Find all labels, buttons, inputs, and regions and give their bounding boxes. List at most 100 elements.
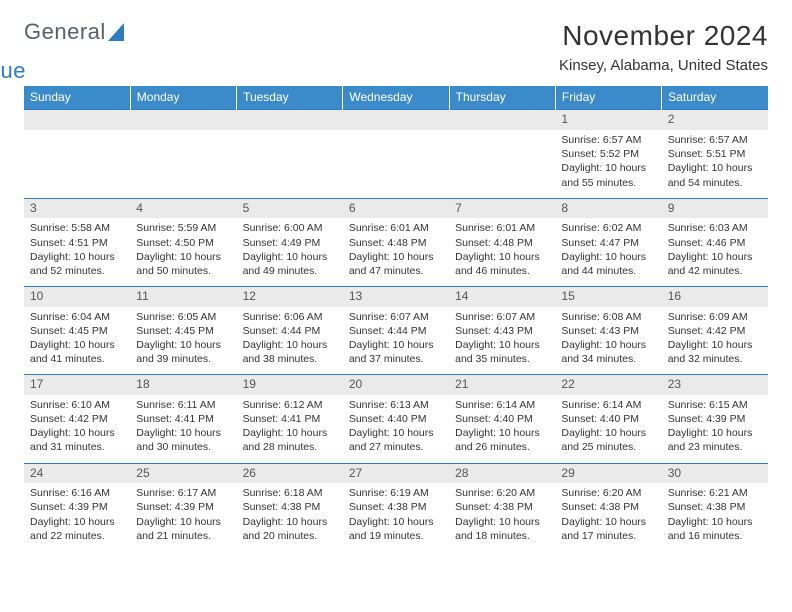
day-number: 25 [130,464,236,484]
sunset-line: Sunset: 4:47 PM [561,236,655,250]
weekday-header: Tuesday [237,86,343,110]
day-number: 16 [662,287,768,307]
day-body: Sunrise: 6:14 AMSunset: 4:40 PMDaylight:… [555,395,661,463]
daylight-line: Daylight: 10 hours and 25 minutes. [561,426,655,454]
day-body: Sunrise: 6:57 AMSunset: 5:51 PMDaylight:… [662,130,768,198]
calendar-cell: 24Sunrise: 6:16 AMSunset: 4:39 PMDayligh… [24,463,130,551]
calendar-cell: 6Sunrise: 6:01 AMSunset: 4:48 PMDaylight… [343,198,449,286]
sunrise-line: Sunrise: 6:57 AM [668,133,762,147]
daylight-line: Daylight: 10 hours and 47 minutes. [349,250,443,278]
day-number: 11 [130,287,236,307]
daylight-line: Daylight: 10 hours and 55 minutes. [561,161,655,189]
calendar-cell: 14Sunrise: 6:07 AMSunset: 4:43 PMDayligh… [449,287,555,375]
day-number: 22 [555,375,661,395]
day-body: Sunrise: 6:17 AMSunset: 4:39 PMDaylight:… [130,483,236,551]
sunset-line: Sunset: 4:41 PM [243,412,337,426]
sunrise-line: Sunrise: 6:07 AM [349,310,443,324]
sunset-line: Sunset: 4:43 PM [561,324,655,338]
header: General Blue November 2024 Kinsey, Alaba… [24,18,768,76]
calendar-cell: 19Sunrise: 6:12 AMSunset: 4:41 PMDayligh… [237,375,343,463]
calendar-body: 1Sunrise: 6:57 AMSunset: 5:52 PMDaylight… [24,110,768,551]
calendar-cell: 29Sunrise: 6:20 AMSunset: 4:38 PMDayligh… [555,463,661,551]
calendar-cell: 5Sunrise: 6:00 AMSunset: 4:49 PMDaylight… [237,198,343,286]
sunrise-line: Sunrise: 6:05 AM [136,310,230,324]
daylight-line: Daylight: 10 hours and 22 minutes. [30,515,124,543]
sunrise-line: Sunrise: 6:15 AM [668,398,762,412]
day-number: 6 [343,199,449,219]
sunset-line: Sunset: 4:49 PM [243,236,337,250]
calendar-cell: 10Sunrise: 6:04 AMSunset: 4:45 PMDayligh… [24,287,130,375]
calendar-cell [130,110,236,198]
sunset-line: Sunset: 4:45 PM [136,324,230,338]
day-number: 12 [237,287,343,307]
day-body-empty [449,130,555,196]
sunrise-line: Sunrise: 6:14 AM [455,398,549,412]
day-number: 8 [555,199,661,219]
day-body-empty [237,130,343,196]
day-body: Sunrise: 6:05 AMSunset: 4:45 PMDaylight:… [130,307,236,375]
day-body: Sunrise: 6:57 AMSunset: 5:52 PMDaylight:… [555,130,661,198]
day-number-empty [237,110,343,130]
calendar-cell: 23Sunrise: 6:15 AMSunset: 4:39 PMDayligh… [662,375,768,463]
day-number: 26 [237,464,343,484]
daylight-line: Daylight: 10 hours and 30 minutes. [136,426,230,454]
sunrise-line: Sunrise: 6:06 AM [243,310,337,324]
title-block: November 2024 Kinsey, Alabama, United St… [559,18,768,76]
sunrise-line: Sunrise: 6:18 AM [243,486,337,500]
day-body: Sunrise: 6:01 AMSunset: 4:48 PMDaylight:… [449,218,555,286]
calendar-cell: 7Sunrise: 6:01 AMSunset: 4:48 PMDaylight… [449,198,555,286]
daylight-line: Daylight: 10 hours and 23 minutes. [668,426,762,454]
brand-logo: General Blue [24,18,128,75]
sunset-line: Sunset: 4:40 PM [455,412,549,426]
daylight-line: Daylight: 10 hours and 54 minutes. [668,161,762,189]
daylight-line: Daylight: 10 hours and 41 minutes. [30,338,124,366]
day-number: 24 [24,464,130,484]
sunrise-line: Sunrise: 6:03 AM [668,221,762,235]
location: Kinsey, Alabama, United States [559,56,768,76]
sunrise-line: Sunrise: 6:17 AM [136,486,230,500]
sunrise-line: Sunrise: 5:58 AM [30,221,124,235]
sunset-line: Sunset: 4:40 PM [561,412,655,426]
day-number: 21 [449,375,555,395]
weekday-header: Saturday [662,86,768,110]
sunrise-line: Sunrise: 6:08 AM [561,310,655,324]
sunset-line: Sunset: 5:52 PM [561,147,655,161]
sunset-line: Sunset: 4:42 PM [30,412,124,426]
calendar-table: SundayMondayTuesdayWednesdayThursdayFrid… [24,86,768,551]
daylight-line: Daylight: 10 hours and 34 minutes. [561,338,655,366]
weekday-header: Sunday [24,86,130,110]
sunrise-line: Sunrise: 6:07 AM [455,310,549,324]
sunrise-line: Sunrise: 6:13 AM [349,398,443,412]
calendar-head: SundayMondayTuesdayWednesdayThursdayFrid… [24,86,768,110]
sunset-line: Sunset: 4:44 PM [349,324,443,338]
weekday-row: SundayMondayTuesdayWednesdayThursdayFrid… [24,86,768,110]
day-body: Sunrise: 6:03 AMSunset: 4:46 PMDaylight:… [662,218,768,286]
day-number: 7 [449,199,555,219]
calendar-cell: 20Sunrise: 6:13 AMSunset: 4:40 PMDayligh… [343,375,449,463]
day-body: Sunrise: 6:16 AMSunset: 4:39 PMDaylight:… [24,483,130,551]
sunrise-line: Sunrise: 6:04 AM [30,310,124,324]
calendar-cell: 3Sunrise: 5:58 AMSunset: 4:51 PMDaylight… [24,198,130,286]
sunrise-line: Sunrise: 6:01 AM [455,221,549,235]
weekday-header: Wednesday [343,86,449,110]
sunset-line: Sunset: 4:51 PM [30,236,124,250]
daylight-line: Daylight: 10 hours and 21 minutes. [136,515,230,543]
day-number: 18 [130,375,236,395]
sunrise-line: Sunrise: 6:11 AM [136,398,230,412]
calendar-cell: 12Sunrise: 6:06 AMSunset: 4:44 PMDayligh… [237,287,343,375]
sunset-line: Sunset: 4:44 PM [243,324,337,338]
sunset-line: Sunset: 4:38 PM [668,500,762,514]
day-number: 1 [555,110,661,130]
day-body: Sunrise: 6:20 AMSunset: 4:38 PMDaylight:… [449,483,555,551]
day-body: Sunrise: 6:07 AMSunset: 4:43 PMDaylight:… [449,307,555,375]
month-title: November 2024 [559,18,768,54]
calendar-cell: 16Sunrise: 6:09 AMSunset: 4:42 PMDayligh… [662,287,768,375]
sunset-line: Sunset: 4:48 PM [455,236,549,250]
day-body: Sunrise: 6:09 AMSunset: 4:42 PMDaylight:… [662,307,768,375]
sunset-line: Sunset: 4:39 PM [30,500,124,514]
daylight-line: Daylight: 10 hours and 50 minutes. [136,250,230,278]
daylight-line: Daylight: 10 hours and 26 minutes. [455,426,549,454]
brand-part1: General [24,19,106,44]
daylight-line: Daylight: 10 hours and 42 minutes. [668,250,762,278]
daylight-line: Daylight: 10 hours and 20 minutes. [243,515,337,543]
